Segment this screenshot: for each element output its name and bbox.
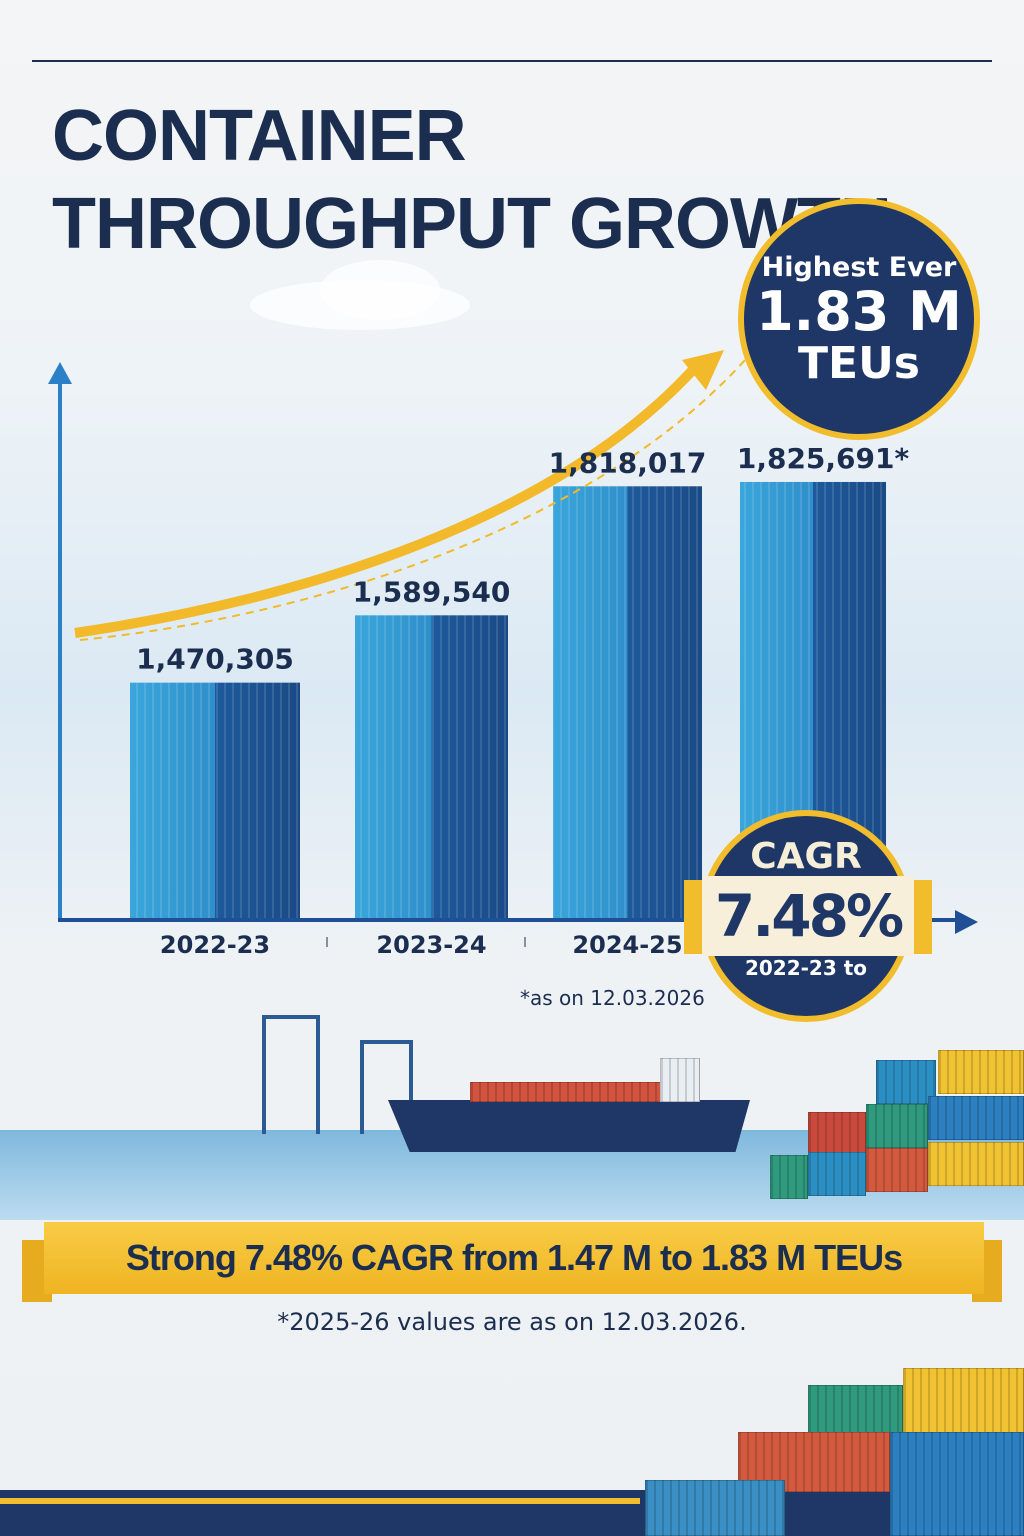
container (808, 1152, 866, 1196)
highest-ever-unit: TEUs (798, 338, 920, 389)
container (645, 1480, 785, 1536)
data-label: 1,825,691* (737, 442, 910, 475)
cargo-ship (388, 1100, 750, 1152)
cloud (320, 260, 440, 320)
bar-texture (355, 615, 508, 920)
x-tick-label: 2023-24 (376, 931, 486, 959)
x-tick-label: 2022-23 (160, 931, 270, 959)
container (770, 1155, 808, 1199)
container (866, 1104, 928, 1148)
bottom-stripe (0, 1498, 640, 1504)
trend-dashed-line (79, 359, 746, 641)
crane (262, 1015, 320, 1134)
container (928, 1096, 1024, 1140)
ship-containers (470, 1082, 680, 1102)
top-rule (32, 60, 992, 62)
bar-texture (130, 682, 300, 920)
as-of-note: *as on 12.03.2026 (520, 986, 705, 1010)
trend-arrow (74, 358, 704, 638)
highest-ever-value: 1.83 M (756, 280, 962, 343)
container (866, 1148, 928, 1192)
data-label: 1,818,017 (549, 446, 707, 479)
x-axis-arrow-icon (955, 910, 978, 934)
container (808, 1385, 903, 1435)
highest-ever-badge: Highest Ever 1.83 M TEUs (738, 198, 980, 440)
trend-arrow-head-icon (682, 350, 724, 390)
x-tick-label: 2024-25 (572, 931, 682, 959)
ship-bridge (660, 1058, 700, 1102)
highest-ever-label: Highest Ever (761, 252, 957, 283)
cagr-label: CAGR (750, 836, 862, 877)
container (890, 1432, 1024, 1536)
data-label: 1,589,540 (353, 575, 511, 608)
container (876, 1060, 936, 1104)
summary-banner: Strong 7.48% CAGR from 1.47 M to 1.83 M … (44, 1222, 984, 1294)
crane (360, 1040, 413, 1134)
data-label: 1,470,305 (136, 643, 294, 676)
container (808, 1112, 866, 1156)
cagr-period: 2022-23 to (744, 956, 868, 980)
container (938, 1050, 1024, 1094)
container (928, 1142, 1024, 1186)
container (903, 1368, 1024, 1434)
bar-texture (553, 486, 702, 920)
footnote: *2025-26 values are as on 12.03.2026. (277, 1308, 747, 1336)
y-axis-arrow-icon (48, 362, 72, 384)
bottom-bar (0, 1490, 1024, 1536)
page-title: CONTAINER THROUGHPUT GROWTH (52, 96, 892, 264)
cagr-value: 7.48% (702, 876, 914, 956)
